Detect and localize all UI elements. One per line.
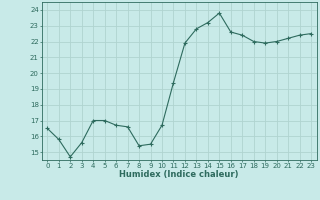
X-axis label: Humidex (Indice chaleur): Humidex (Indice chaleur) xyxy=(119,170,239,179)
